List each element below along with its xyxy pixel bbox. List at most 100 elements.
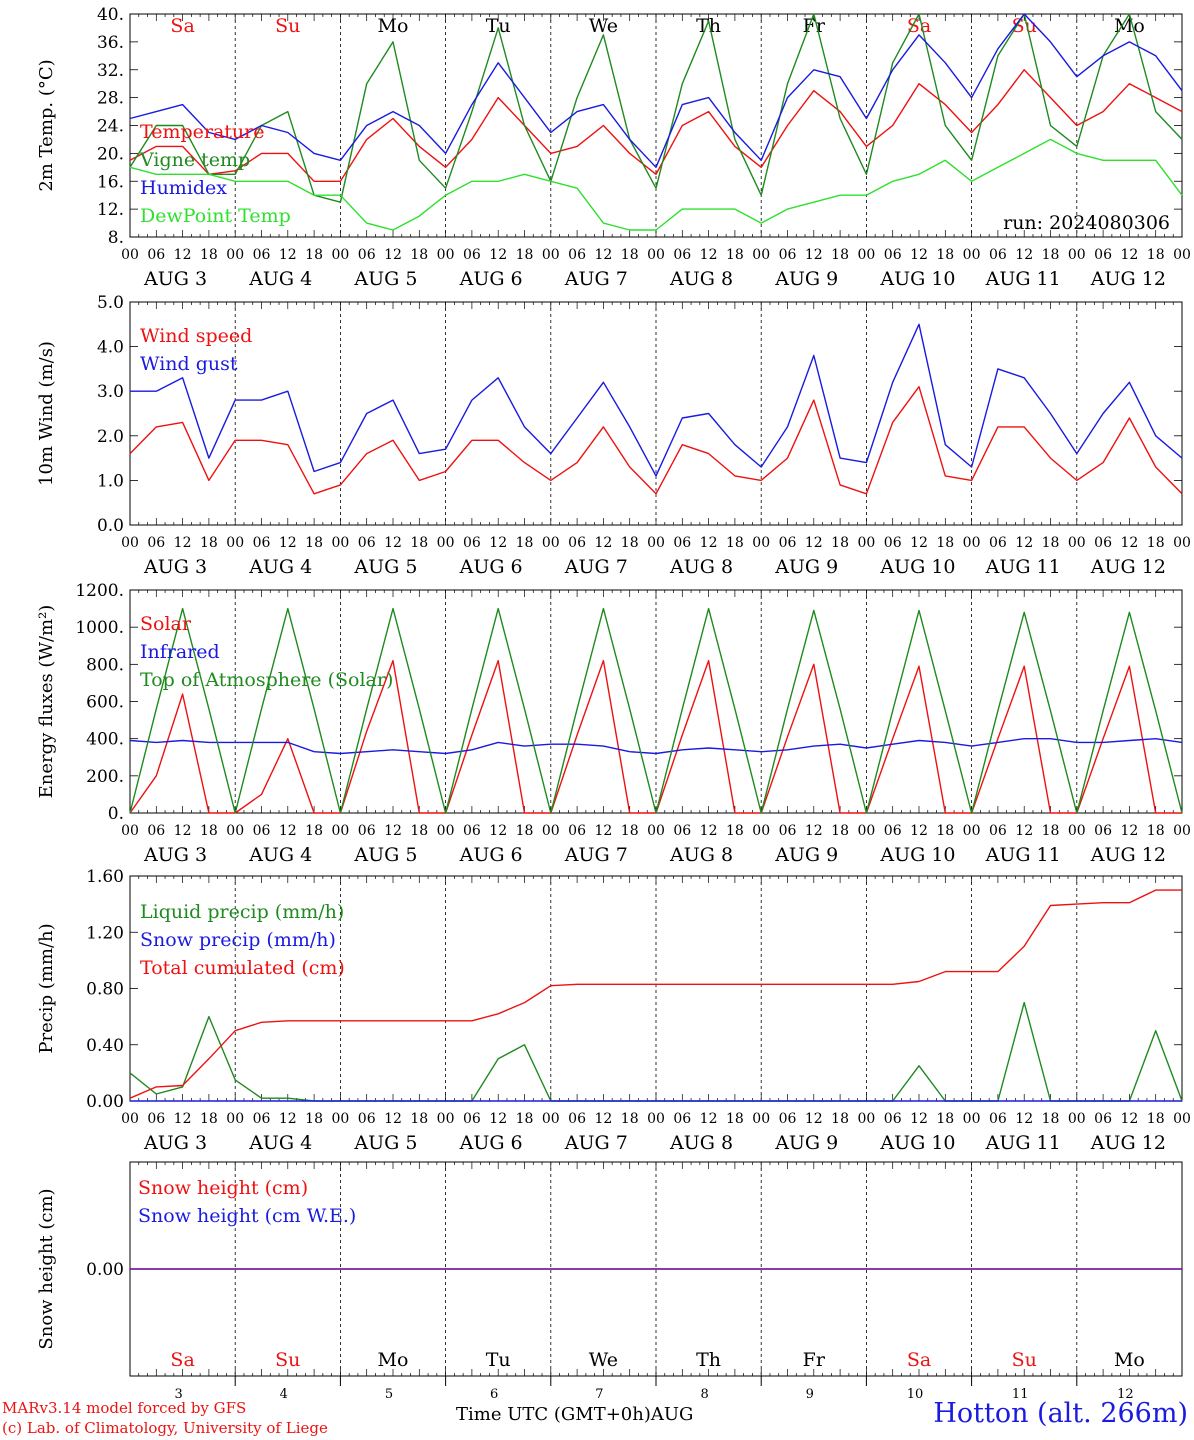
hour-tick-label: 06 [463, 535, 481, 551]
y-tick-label: 20. [97, 144, 124, 164]
hour-tick-label: 00 [1068, 247, 1086, 263]
day-date-label: AUG 12 [1090, 556, 1166, 578]
x-axis-title: Time UTC (GMT+0h)AUG [456, 1404, 693, 1425]
day-number-label: 10 [907, 1387, 924, 1402]
hour-tick-label: 12 [1015, 535, 1033, 551]
hour-tick-label: 12 [384, 1111, 402, 1127]
hour-tick-label: 00 [647, 247, 665, 263]
hour-tick-label: 00 [226, 535, 244, 551]
hour-tick-label: 12 [910, 823, 928, 839]
day-date-label: AUG 9 [774, 1132, 838, 1154]
hour-tick-label: 18 [621, 535, 639, 551]
weekday-label: Tu [486, 1349, 511, 1371]
day-number-label: 3 [174, 1387, 182, 1402]
weekday-label: Mo [1114, 15, 1145, 37]
hour-tick-label: 18 [516, 1111, 534, 1127]
day-date-label: AUG 5 [353, 268, 417, 290]
legend-entry: Temperature [140, 121, 264, 143]
day-date-label: AUG 8 [669, 268, 733, 290]
y-axis-label: 2m Temp. (°C) [36, 59, 57, 191]
day-date-label: AUG 9 [774, 268, 838, 290]
hour-tick-label: 12 [805, 247, 823, 263]
weekday-label: Fr [803, 1349, 826, 1371]
hour-tick-label: 12 [805, 535, 823, 551]
hour-tick-label: 12 [594, 1111, 612, 1127]
hour-tick-label: 00 [226, 1111, 244, 1127]
day-date-label: AUG 12 [1090, 1132, 1166, 1154]
footer-credits: MARv3.14 model forced by GFS (c) Lab. of… [2, 1398, 328, 1438]
hour-tick-label: 18 [200, 1111, 218, 1127]
day-date-label: AUG 8 [669, 556, 733, 578]
legend-entry: Wind speed [140, 325, 252, 347]
hour-tick-label: 06 [779, 823, 797, 839]
hour-tick-label: 00 [1068, 1111, 1086, 1127]
hour-tick-label: 00 [647, 1111, 665, 1127]
y-tick-label: 8. [108, 228, 124, 248]
series-line [129, 13, 1183, 169]
hour-tick-label: 18 [726, 823, 744, 839]
day-date-label: AUG 6 [459, 268, 523, 290]
day-date-label: AUG 7 [564, 556, 628, 578]
hour-tick-label: 06 [253, 247, 271, 263]
hour-tick-label: 06 [884, 247, 902, 263]
hour-tick-label: 00 [1173, 1111, 1191, 1127]
hour-tick-label: 06 [568, 247, 586, 263]
hour-tick-label: 12 [174, 1111, 192, 1127]
hour-tick-label: 00 [542, 1111, 560, 1127]
hour-tick-label: 18 [1147, 823, 1165, 839]
y-tick-label: 1.60 [86, 867, 124, 887]
y-tick-label: 28. [97, 89, 124, 109]
hour-tick-label: 00 [542, 535, 560, 551]
hour-tick-label: 12 [1120, 1111, 1138, 1127]
day-date-label: AUG 10 [879, 268, 955, 290]
run-annotation: run: 2024080306 [1003, 212, 1170, 234]
hour-tick-label: 18 [305, 247, 323, 263]
hour-tick-label: 06 [884, 823, 902, 839]
hour-tick-label: 00 [1173, 247, 1191, 263]
panel-frame [129, 589, 1183, 814]
legend-entry: Humidex [140, 177, 227, 199]
y-tick-label: 24. [97, 117, 124, 137]
weekday-label: Su [275, 15, 300, 37]
hour-tick-label: 06 [147, 247, 165, 263]
day-date-label: AUG 7 [564, 844, 628, 866]
hour-tick-label: 18 [305, 535, 323, 551]
hour-tick-label: 18 [831, 1111, 849, 1127]
hour-tick-label: 18 [831, 247, 849, 263]
weekday-label: Sa [907, 15, 931, 37]
hour-tick-label: 00 [1173, 535, 1191, 551]
day-number-label: 8 [700, 1387, 708, 1402]
hour-tick-label: 18 [516, 247, 534, 263]
y-tick-label: 1.20 [86, 923, 124, 943]
day-date-label: AUG 6 [459, 556, 523, 578]
hour-tick-label: 12 [489, 247, 507, 263]
hour-tick-label: 12 [489, 535, 507, 551]
y-tick-label: 1200. [75, 581, 124, 601]
hour-tick-label: 06 [253, 823, 271, 839]
hour-tick-label: 12 [384, 823, 402, 839]
hour-tick-label: 06 [463, 1111, 481, 1127]
day-number-label: 6 [490, 1387, 498, 1402]
hour-tick-label: 12 [1120, 823, 1138, 839]
hour-tick-label: 00 [437, 1111, 455, 1127]
weekday-label: Th [696, 1349, 721, 1371]
hour-tick-label: 00 [752, 823, 770, 839]
hour-tick-label: 00 [647, 535, 665, 551]
day-date-label: AUG 4 [248, 268, 312, 290]
series-line [129, 607, 1183, 814]
day-date-label: AUG 9 [774, 556, 838, 578]
hour-tick-label: 06 [779, 1111, 797, 1127]
hour-tick-label: 18 [410, 247, 428, 263]
y-tick-label: 12. [97, 200, 124, 220]
hour-tick-label: 00 [121, 535, 139, 551]
day-date-label: AUG 3 [143, 1132, 207, 1154]
hour-tick-label: 06 [673, 535, 691, 551]
hour-tick-label: 12 [700, 247, 718, 263]
hour-tick-label: 00 [1173, 823, 1191, 839]
station-name: Hotton (alt. 266m) [933, 1398, 1188, 1429]
y-tick-label: 2.0 [97, 427, 124, 447]
hour-tick-label: 00 [857, 823, 875, 839]
hour-tick-label: 06 [358, 1111, 376, 1127]
day-number-label: 4 [280, 1387, 288, 1402]
